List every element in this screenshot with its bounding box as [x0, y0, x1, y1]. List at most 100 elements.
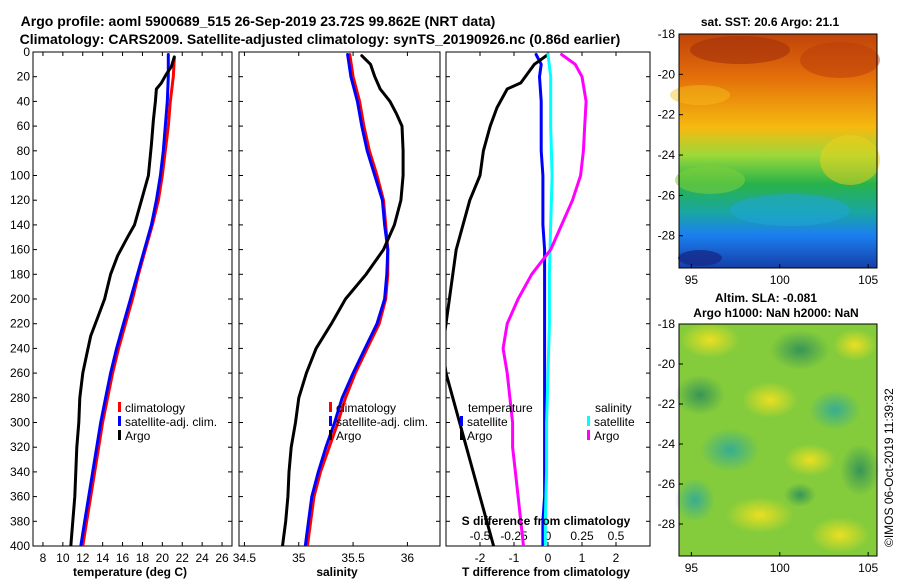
legend-label-temp-satellite: satellite [467, 415, 508, 429]
map-y-tick-label: -24 [658, 148, 676, 162]
x-tick-label-salinity: 0.25 [570, 529, 594, 543]
sst-map-frame [678, 33, 878, 269]
legend-swatch-argo [118, 430, 121, 440]
difference-xlabel-temperature: T difference from climatology [462, 565, 630, 579]
y-tick-label: 100 [10, 169, 30, 183]
legend-label-climatology: climatology [336, 401, 396, 415]
sst-yellow-patch [820, 135, 880, 185]
x-tick-label: 8 [40, 551, 47, 565]
temperature-xlabel: temperature (deg C) [73, 565, 187, 579]
sst-yellow-patch [670, 85, 730, 105]
series-line-salinity-satellite [543, 53, 554, 546]
map-y-tick-label: -26 [658, 477, 676, 491]
legend-swatch-sal-satellite [587, 416, 590, 426]
x-tick-label: 18 [136, 551, 150, 565]
y-tick-label: 320 [10, 440, 30, 454]
y-tick-label: 40 [17, 94, 31, 108]
map-y-tick-label: -18 [658, 317, 676, 331]
x-tick-label: 22 [176, 551, 190, 565]
temperature-panel: 0 20 40 60 80 100 120 140 160 180 200 220 240 260 280 3… [10, 45, 233, 579]
map-y-tick-label: -18 [658, 27, 676, 41]
sla-high-patch [726, 497, 794, 533]
sst-map-panel: sat. SST: 20.6 Argo: 21.1 95 100 105 -18 -20… [658, 15, 880, 287]
sla-high-patch [833, 329, 877, 361]
legend-label-satellite: satellite-adj. clim. [336, 415, 428, 429]
legend-swatch-climatology [329, 402, 332, 412]
y-tick-label: 0 [23, 45, 30, 59]
sla-low-patch [700, 428, 760, 472]
x-tick-label: 26 [215, 551, 229, 565]
sst-texture [670, 36, 880, 266]
x-tick-label: 20 [156, 551, 170, 565]
sst-green-patch [675, 166, 745, 194]
y-tick-label: 220 [10, 317, 30, 331]
x-tick-label: 16 [116, 551, 130, 565]
y-tick-label: 20 [17, 70, 31, 84]
sla-low-patch [809, 390, 861, 430]
x-tick-label: 1 [579, 551, 586, 565]
header-line2: Climatology: CARS2009. Satellite-adjuste… [20, 31, 621, 47]
difference-legend-salinity: salinity satellite Argo [587, 401, 635, 443]
x-tick-label: 2 [613, 551, 620, 565]
difference-legend-temperature: temperature satellite Argo [460, 401, 533, 443]
sla-map-title: Altim. SLA: -0.081 [715, 291, 817, 305]
y-tick-label: 360 [10, 490, 30, 504]
y-tick-label: 340 [10, 465, 30, 479]
legend-swatch-temp-argo [460, 430, 463, 440]
sla-low-patch [784, 483, 816, 507]
series-line-salinity-argo [501, 53, 588, 546]
legend-swatch-sal-argo [587, 430, 590, 440]
sla-high-patch [680, 322, 740, 358]
temperature-legend: climatology satellite-adj. clim. Argo [118, 401, 217, 443]
y-tick-label: 80 [17, 144, 31, 158]
legend-label-argo: Argo [125, 429, 151, 443]
sla-high-patch [742, 382, 798, 418]
series-line-satellite-adj-clim- [303, 53, 390, 546]
salinity-xlabel: salinity [316, 565, 358, 579]
map-x-tick-label: 100 [770, 273, 790, 287]
series-line-satellite-adj-clim- [79, 53, 170, 546]
sla-low-patch [770, 330, 830, 370]
difference-panel: -2 -1 0 1 2-0.5 -0.25 0 0.25 0.5 S difference fr… [445, 51, 651, 579]
legend-swatch-satellite [118, 416, 121, 426]
map-x-tick-label: 95 [685, 273, 699, 287]
salinity-axes-frame [238, 51, 441, 547]
x-tick-label: 36 [401, 551, 415, 565]
x-tick-label: 35.5 [341, 551, 365, 565]
map-x-tick-label: 100 [770, 561, 790, 575]
sla-low-patch [840, 444, 880, 496]
x-tick-label: 35 [292, 551, 306, 565]
map-y-tick-label: -22 [658, 108, 676, 122]
map-y-tick-label: -22 [658, 397, 676, 411]
series-line-argo [69, 55, 176, 546]
x-tick-label-salinity: 0 [545, 529, 552, 543]
x-tick-label-salinity: 0.5 [608, 529, 625, 543]
x-tick-label: 0 [545, 551, 552, 565]
series-line-argo [281, 54, 405, 546]
y-tick-label: 140 [10, 218, 30, 232]
x-tick-label: -2 [475, 551, 486, 565]
sla-map-frame [678, 323, 878, 557]
legend-swatch-satellite [329, 416, 332, 426]
map-y-tick-label: -20 [658, 67, 676, 81]
sst-warm-patch [690, 36, 790, 64]
sla-texture [675, 322, 880, 553]
sst-warm-patch [800, 42, 880, 78]
map-y-tick-label: -26 [658, 188, 676, 202]
sla-low-patch [675, 478, 715, 522]
y-tick-label: 240 [10, 341, 30, 355]
y-tick-label: 400 [10, 539, 30, 553]
legend-label-sal-satellite: satellite [594, 415, 635, 429]
x-tick-label: 34.5 [233, 551, 257, 565]
series-line-temperature-argo [446, 53, 550, 546]
map-y-tick-label: -24 [658, 437, 676, 451]
map-y-tick-label: -28 [658, 229, 676, 243]
sst-blue-patch [730, 194, 850, 226]
credit-timestamp: ©IMOS 06-Oct-2019 11:39:32 [882, 388, 896, 547]
y-tick-label: 60 [17, 119, 31, 133]
x-tick-label-salinity: -0.5 [470, 529, 491, 543]
legend-label-sal-argo: Argo [594, 429, 620, 443]
y-tick-label: 160 [10, 243, 30, 257]
salinity-legend: climatology satellite-adj. clim. Argo [329, 401, 428, 443]
